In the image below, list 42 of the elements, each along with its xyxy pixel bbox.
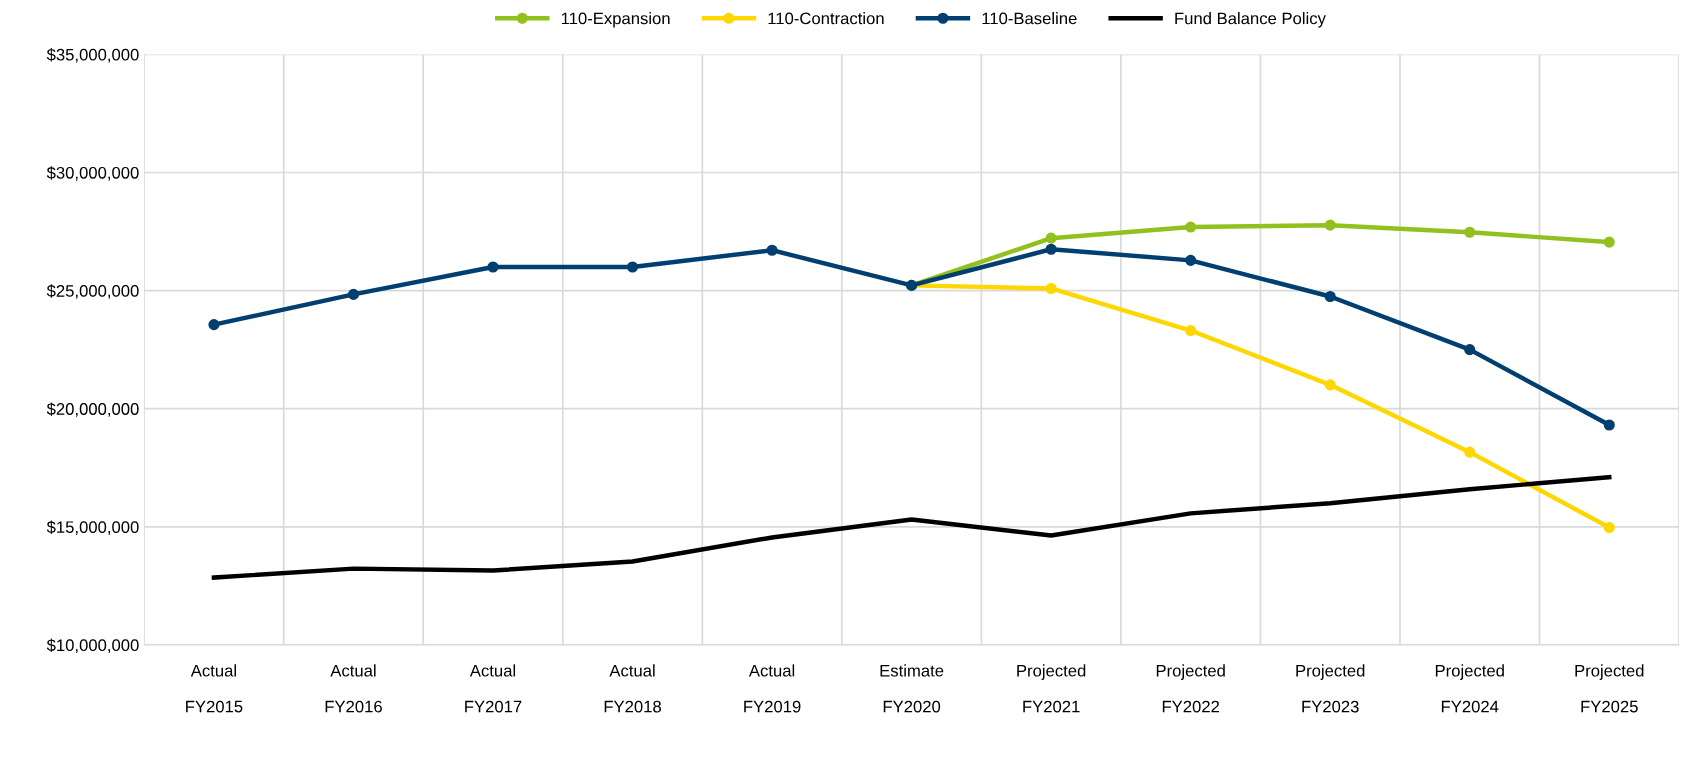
category-label: Projected FY2024 (1435, 664, 1504, 713)
point (1324, 290, 1336, 303)
category-label: Actual FY2015 (186, 664, 243, 713)
point (1603, 419, 1615, 431)
point (1464, 226, 1476, 238)
point (1324, 219, 1336, 231)
point (1464, 344, 1476, 356)
category-label: Actual FY2018 (604, 664, 661, 713)
y-tick-label: $10,000,000 (46, 638, 139, 654)
category-label: Actual FY2016 (325, 664, 382, 713)
y-tick-label: $15,000,000 (46, 520, 139, 535)
category-label: Projected FY2023 (1296, 664, 1365, 713)
legend-label: 110-Baseline (982, 12, 1077, 25)
point (208, 319, 220, 331)
legend-label: 110-Expansion (561, 12, 670, 28)
point (1045, 243, 1057, 255)
point (1603, 521, 1615, 534)
y-tick-label: $20,000,000 (46, 402, 139, 417)
point (1045, 232, 1057, 244)
point (487, 261, 499, 273)
category-label: Projected FY2025 (1575, 664, 1644, 713)
point (1324, 379, 1336, 391)
category-label: Actual FY2017 (465, 664, 522, 713)
point (766, 244, 778, 256)
y-tick-label: $25,000,000 (46, 284, 139, 299)
point (347, 288, 360, 300)
line-series (211, 474, 1612, 580)
point (1185, 324, 1197, 337)
y-tick-label: $30,000,000 (46, 166, 139, 181)
category-label: Projected FY2021 (1017, 664, 1086, 713)
point (1464, 446, 1476, 458)
point (1185, 254, 1197, 266)
category-label: Projected FY2022 (1156, 664, 1225, 713)
point (1045, 282, 1057, 295)
point (626, 261, 639, 273)
y-tick-label: $35,000,000 (46, 48, 139, 63)
legend-label: 110-Contraction (768, 12, 884, 25)
category-label: Actual FY2019 (744, 664, 801, 713)
point (1185, 221, 1197, 233)
legend-label: Fund Balance Policy (1175, 12, 1326, 28)
point (1603, 236, 1615, 248)
category-label: Estimate FY2020 (880, 664, 944, 713)
